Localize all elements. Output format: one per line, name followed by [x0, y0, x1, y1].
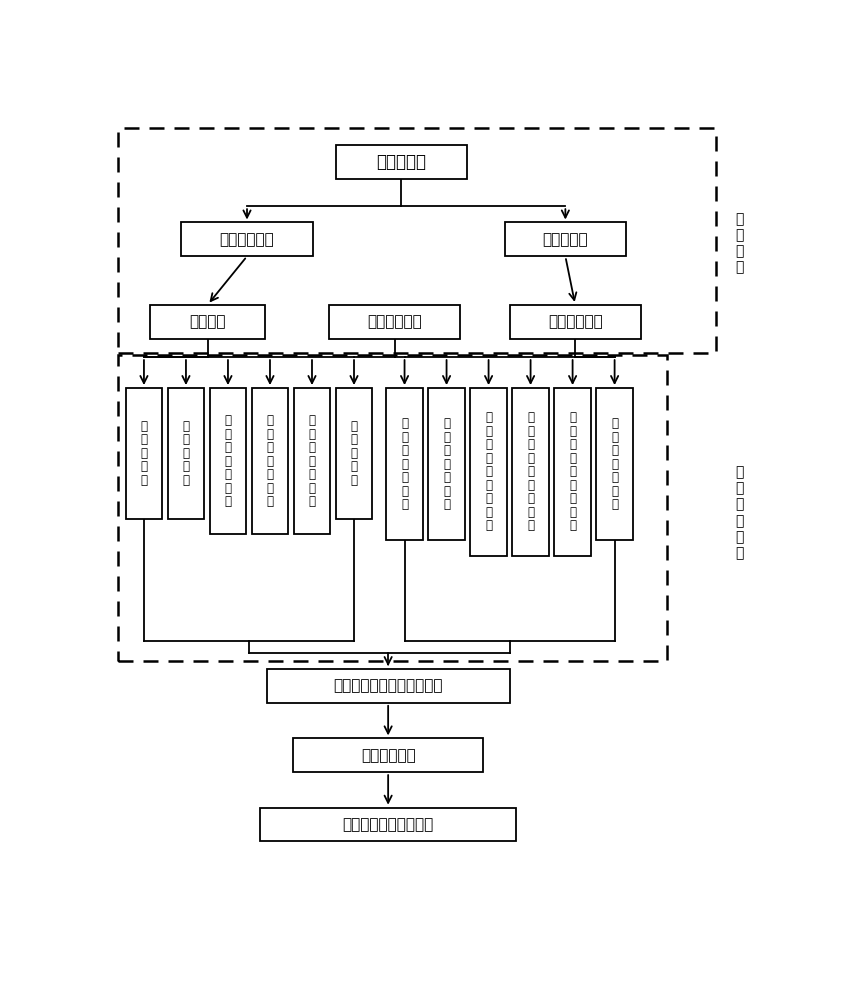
Text: 针
叶
混
交
林
灰
度: 针 叶 混 交 林 灰 度	[224, 414, 231, 508]
Bar	[150, 305, 265, 339]
Text: 阔
叶
混
交
林
植
被
指
数: 阔 叶 混 交 林 植 被 指 数	[527, 411, 534, 532]
Text: 森
林
类
型
识
别: 森 林 类 型 识 别	[735, 465, 744, 560]
Text: 阔
叶
林
灰
度: 阔 叶 林 灰 度	[182, 420, 190, 487]
Text: 森林类型识别结果评价: 森林类型识别结果评价	[342, 817, 434, 832]
Text: 植被指数提取: 植被指数提取	[548, 314, 602, 329]
Bar	[260, 808, 516, 841]
Text: 数
据
处
理: 数 据 处 理	[735, 212, 744, 274]
Text: 针
叶
林
植
被
指
数: 针 叶 林 植 被 指 数	[401, 417, 408, 511]
Text: 针
阔
混
交
林
灰
度: 针 阔 混 交 林 灰 度	[308, 414, 315, 508]
Bar	[181, 222, 313, 256]
Bar	[512, 388, 549, 556]
Bar	[554, 388, 591, 556]
Bar	[118, 355, 667, 661]
Bar	[252, 388, 288, 534]
Text: 非
林
地
灰
度: 非 林 地 灰 度	[351, 420, 357, 487]
Bar	[209, 388, 246, 534]
Text: 函数模型检验: 函数模型检验	[361, 748, 416, 763]
Bar	[294, 388, 330, 534]
Text: 灰度提取: 灰度提取	[190, 314, 226, 329]
Bar	[125, 388, 163, 519]
Text: 建立森林类型识别函数模型: 建立森林类型识别函数模型	[334, 678, 443, 693]
Bar	[596, 388, 633, 540]
Text: 针
叶
混
交
林
植
被
指
数: 针 叶 混 交 林 植 被 指 数	[485, 411, 492, 532]
Bar	[505, 222, 626, 256]
Bar	[429, 388, 465, 540]
Bar	[386, 388, 423, 540]
Bar	[329, 305, 461, 339]
Bar	[118, 128, 717, 353]
Bar	[470, 388, 507, 556]
Bar	[335, 145, 467, 179]
Bar	[168, 388, 204, 519]
Text: 阔
叶
混
交
林
灰
度: 阔 叶 混 交 林 灰 度	[267, 414, 274, 508]
Bar	[510, 305, 641, 339]
Text: 多光谱影像: 多光谱影像	[543, 232, 588, 247]
Bar	[293, 738, 484, 772]
Text: 全色光谱影像: 全色光谱影像	[219, 232, 274, 247]
Bar	[267, 669, 510, 703]
Text: 阔
叶
林
植
被
指
数: 阔 叶 林 植 被 指 数	[443, 417, 450, 511]
Text: 影像预处理: 影像预处理	[376, 153, 426, 171]
Text: 非
林
地
植
被
指
数: 非 林 地 植 被 指 数	[611, 417, 618, 511]
Text: 针
叶
林
灰
度: 针 叶 林 灰 度	[141, 420, 147, 487]
Text: 二类调查数据: 二类调查数据	[368, 314, 422, 329]
Text: 针
阔
混
交
林
植
被
指
数: 针 阔 混 交 林 植 被 指 数	[569, 411, 576, 532]
Bar	[335, 388, 373, 519]
